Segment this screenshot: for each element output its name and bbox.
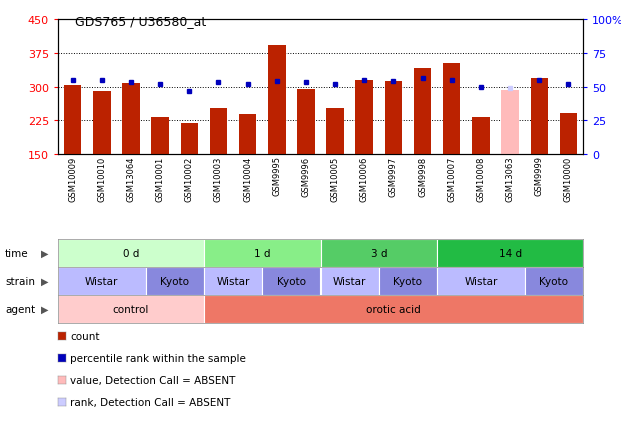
Text: 3 d: 3 d: [371, 248, 387, 258]
Bar: [525, 267, 583, 295]
Bar: [443, 64, 461, 155]
Text: GDS765 / U36580_at: GDS765 / U36580_at: [75, 15, 206, 28]
Text: orotic acid: orotic acid: [366, 304, 421, 314]
Text: ▶: ▶: [40, 276, 48, 286]
Bar: [297, 90, 315, 155]
Bar: [437, 267, 525, 295]
Text: Wistar: Wistar: [216, 276, 250, 286]
Text: Wistar: Wistar: [333, 276, 366, 286]
Bar: [93, 92, 111, 155]
Text: time: time: [5, 248, 29, 258]
Text: 0 d: 0 d: [123, 248, 139, 258]
Text: 14 d: 14 d: [499, 248, 522, 258]
Bar: [181, 124, 198, 155]
Bar: [501, 91, 519, 155]
Bar: [530, 79, 548, 155]
Bar: [152, 118, 169, 155]
Text: agent: agent: [5, 304, 35, 314]
Text: count: count: [70, 331, 99, 341]
Text: Wistar: Wistar: [465, 276, 497, 286]
Text: value, Detection Call = ABSENT: value, Detection Call = ABSENT: [70, 375, 235, 385]
Text: Kyoto: Kyoto: [277, 276, 306, 286]
Bar: [384, 82, 402, 155]
Text: Wistar: Wistar: [85, 276, 119, 286]
Text: ▶: ▶: [40, 304, 48, 314]
Bar: [560, 113, 577, 155]
Bar: [210, 109, 227, 155]
Bar: [64, 86, 81, 155]
Bar: [122, 84, 140, 155]
Bar: [379, 267, 437, 295]
Text: control: control: [113, 304, 149, 314]
Bar: [58, 295, 204, 323]
Bar: [414, 69, 432, 155]
Text: ▶: ▶: [40, 248, 48, 258]
Text: percentile rank within the sample: percentile rank within the sample: [70, 353, 246, 363]
Bar: [320, 267, 379, 295]
Text: strain: strain: [5, 276, 35, 286]
Bar: [204, 267, 262, 295]
Bar: [58, 267, 145, 295]
Bar: [58, 240, 204, 267]
Text: Kyoto: Kyoto: [160, 276, 189, 286]
Bar: [204, 295, 583, 323]
Text: Kyoto: Kyoto: [394, 276, 422, 286]
Bar: [239, 115, 256, 155]
Bar: [437, 240, 583, 267]
Bar: [472, 117, 490, 155]
Bar: [320, 240, 437, 267]
Bar: [145, 267, 204, 295]
Bar: [326, 109, 344, 155]
Bar: [355, 81, 373, 155]
Text: rank, Detection Call = ABSENT: rank, Detection Call = ABSENT: [70, 397, 230, 407]
Text: Kyoto: Kyoto: [539, 276, 568, 286]
Text: 1 d: 1 d: [254, 248, 270, 258]
Bar: [262, 267, 320, 295]
Bar: [268, 46, 286, 155]
Bar: [204, 240, 320, 267]
